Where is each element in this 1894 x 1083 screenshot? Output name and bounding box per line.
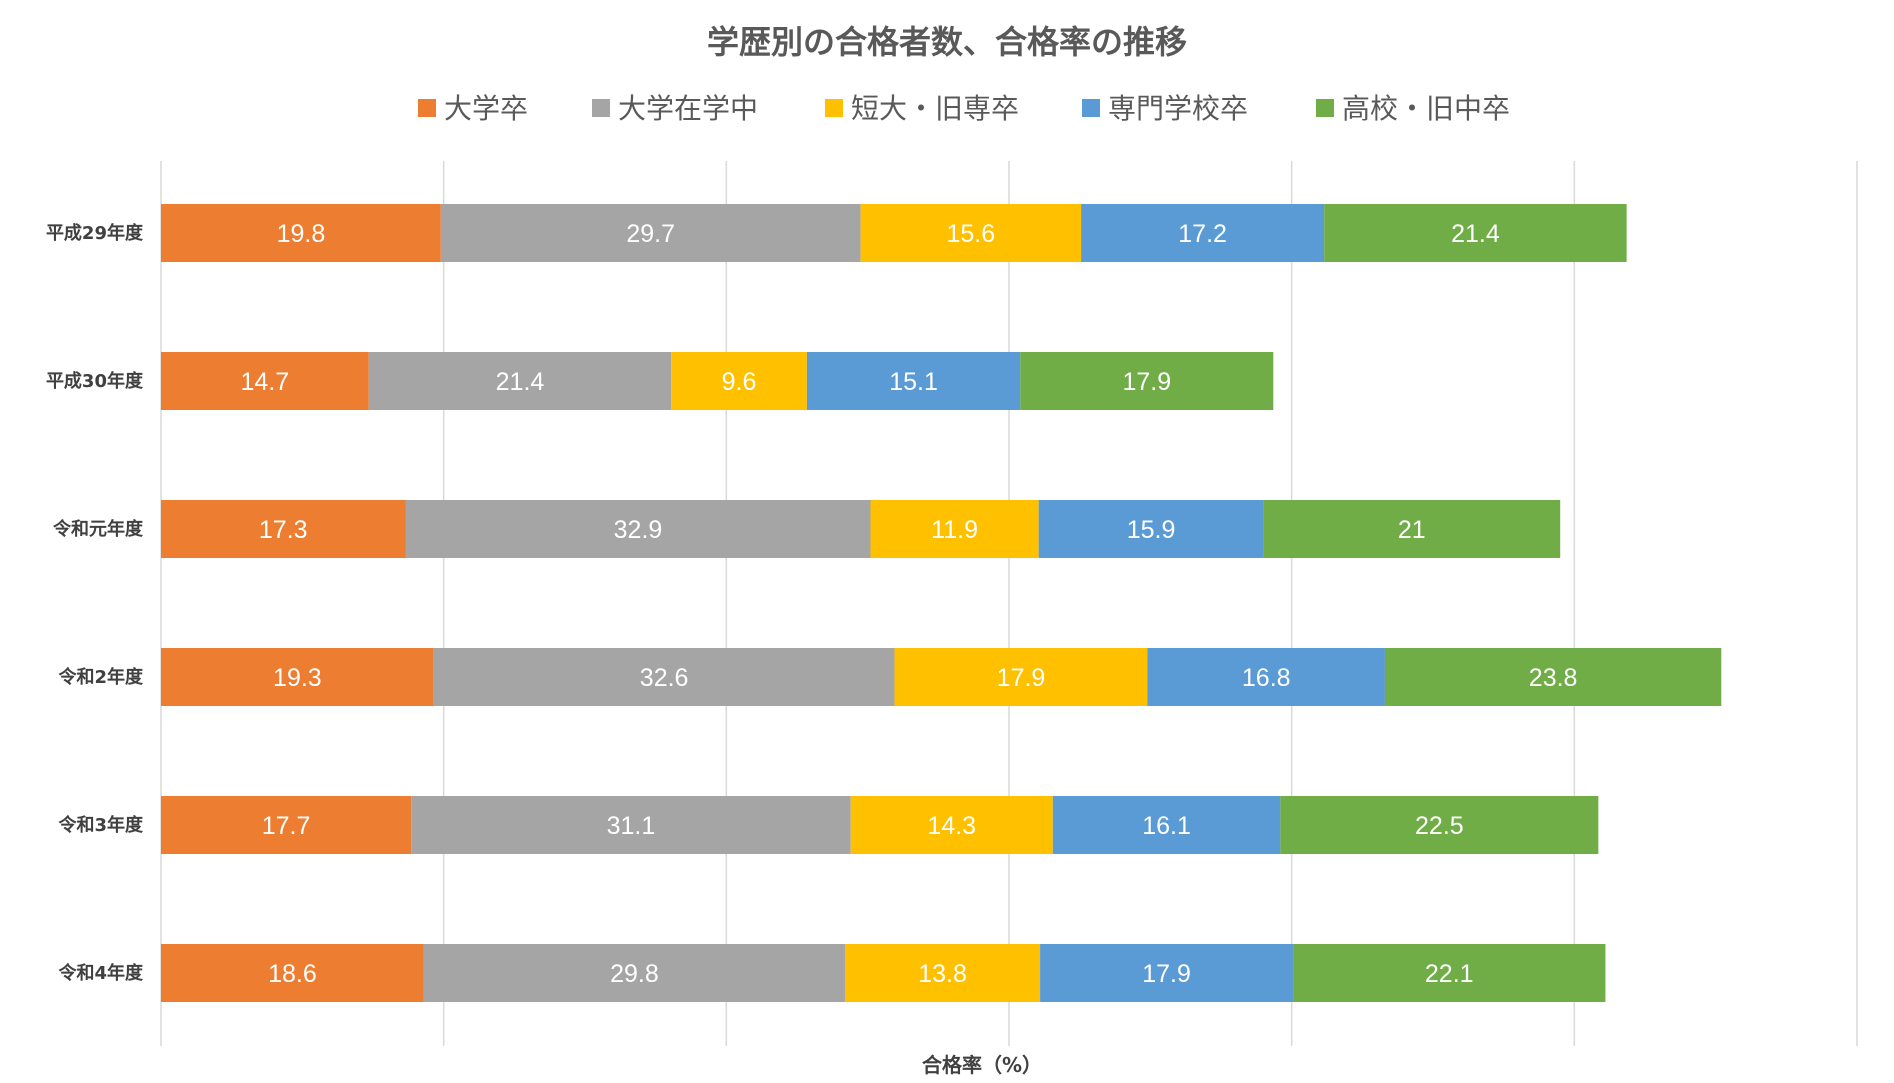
data-label: 14.3 xyxy=(927,812,976,840)
bar-segment xyxy=(1038,500,1264,558)
bar-segment xyxy=(440,204,861,262)
bar-segment xyxy=(433,648,895,706)
x-axis-title: 合格率（%） xyxy=(922,1053,1042,1077)
legend-label: 高校・旧中卒 xyxy=(1342,92,1510,125)
data-label: 29.7 xyxy=(626,220,675,248)
bar-segment xyxy=(806,352,1021,410)
data-label: 29.8 xyxy=(610,960,659,988)
data-label: 21.4 xyxy=(1451,220,1500,248)
data-label: 19.8 xyxy=(277,220,326,248)
bar-segment xyxy=(423,944,846,1002)
bar-segment xyxy=(405,500,871,558)
legend-label: 専門学校卒 xyxy=(1108,92,1248,125)
data-label: 17.9 xyxy=(997,664,1046,692)
legend-item: 専門学校卒 xyxy=(1082,92,1248,125)
category-label: 令和3年度 xyxy=(57,814,144,836)
bar-segment xyxy=(161,944,424,1002)
data-label: 23.8 xyxy=(1529,664,1578,692)
bar-segment xyxy=(368,352,672,410)
data-label: 22.1 xyxy=(1425,960,1474,988)
data-label: 21 xyxy=(1398,516,1426,544)
data-label: 17.7 xyxy=(262,812,311,840)
category-label: 令和4年度 xyxy=(57,962,144,984)
legend-swatch xyxy=(1082,99,1100,117)
legend-swatch xyxy=(1316,99,1334,117)
legend-swatch xyxy=(418,99,436,117)
data-label: 22.5 xyxy=(1415,812,1464,840)
bar-segment xyxy=(161,500,406,558)
data-label: 15.9 xyxy=(1127,516,1176,544)
category-label: 令和元年度 xyxy=(52,518,144,540)
legend-item: 高校・旧中卒 xyxy=(1316,92,1510,125)
data-label: 16.8 xyxy=(1242,664,1291,692)
bar-segment xyxy=(671,352,807,410)
legend-label: 短大・旧専卒 xyxy=(851,92,1019,125)
data-label: 16.1 xyxy=(1142,812,1191,840)
bar-segment xyxy=(850,796,1053,854)
category-label: 平成29年度 xyxy=(46,222,144,244)
bar-segment xyxy=(1081,204,1325,262)
legend-swatch xyxy=(825,99,843,117)
data-label: 17.3 xyxy=(259,516,308,544)
data-label: 32.6 xyxy=(640,664,689,692)
bar-segment xyxy=(1280,796,1599,854)
category-label: 令和2年度 xyxy=(57,666,144,688)
bar-segment xyxy=(1384,648,1722,706)
data-label: 32.9 xyxy=(614,516,663,544)
data-label: 13.8 xyxy=(918,960,967,988)
value-labels: 19.8 29.7 15.6 17.2 21.4 14.7 21.4 9.6 15.1 17.9 1… xyxy=(241,220,1578,988)
data-label: 31.1 xyxy=(607,812,656,840)
category-label: 平成30年度 xyxy=(46,370,144,392)
legend-item: 大学在学中 xyxy=(592,92,758,125)
bar-segment xyxy=(1324,204,1627,262)
data-label: 15.6 xyxy=(947,220,996,248)
bar-segment xyxy=(1293,944,1606,1002)
legend-label: 大学卒 xyxy=(444,92,528,125)
bar-segment xyxy=(161,204,441,262)
data-label: 17.9 xyxy=(1142,960,1191,988)
bar-segment xyxy=(1147,648,1385,706)
bar-segment xyxy=(161,352,369,410)
legend-label: 大学在学中 xyxy=(618,92,758,125)
legend-swatch xyxy=(592,99,610,117)
data-label: 21.4 xyxy=(496,368,545,396)
bar-segment xyxy=(1263,500,1561,558)
data-label: 14.7 xyxy=(241,368,290,396)
data-label: 17.9 xyxy=(1122,368,1171,396)
bar-segment xyxy=(1052,796,1281,854)
data-label: 18.6 xyxy=(268,960,317,988)
bars xyxy=(161,204,1722,1002)
data-label: 15.1 xyxy=(889,368,938,396)
bar-segment xyxy=(894,648,1148,706)
data-label: 9.6 xyxy=(722,368,757,396)
bar-segment xyxy=(161,796,412,854)
data-label: 19.3 xyxy=(273,664,322,692)
bar-segment xyxy=(411,796,851,854)
data-label: 11.9 xyxy=(931,516,978,544)
bar-segment xyxy=(870,500,1039,558)
data-label: 17.2 xyxy=(1178,220,1227,248)
bar-segment xyxy=(860,204,1082,262)
chart-title: 学歴別の合格者数、合格率の推移 xyxy=(707,23,1187,61)
bar-segment xyxy=(845,944,1041,1002)
legend-item: 短大・旧専卒 xyxy=(825,92,1019,125)
bar-segment xyxy=(1020,352,1274,410)
bar-segment xyxy=(161,648,434,706)
legend-item: 大学卒 xyxy=(418,92,528,125)
gridlines xyxy=(160,161,1858,1046)
legend: 大学卒 大学在学中 短大・旧専卒 専門学校卒 高校・旧中卒 xyxy=(418,92,1510,125)
bar-segment xyxy=(1040,944,1294,1002)
